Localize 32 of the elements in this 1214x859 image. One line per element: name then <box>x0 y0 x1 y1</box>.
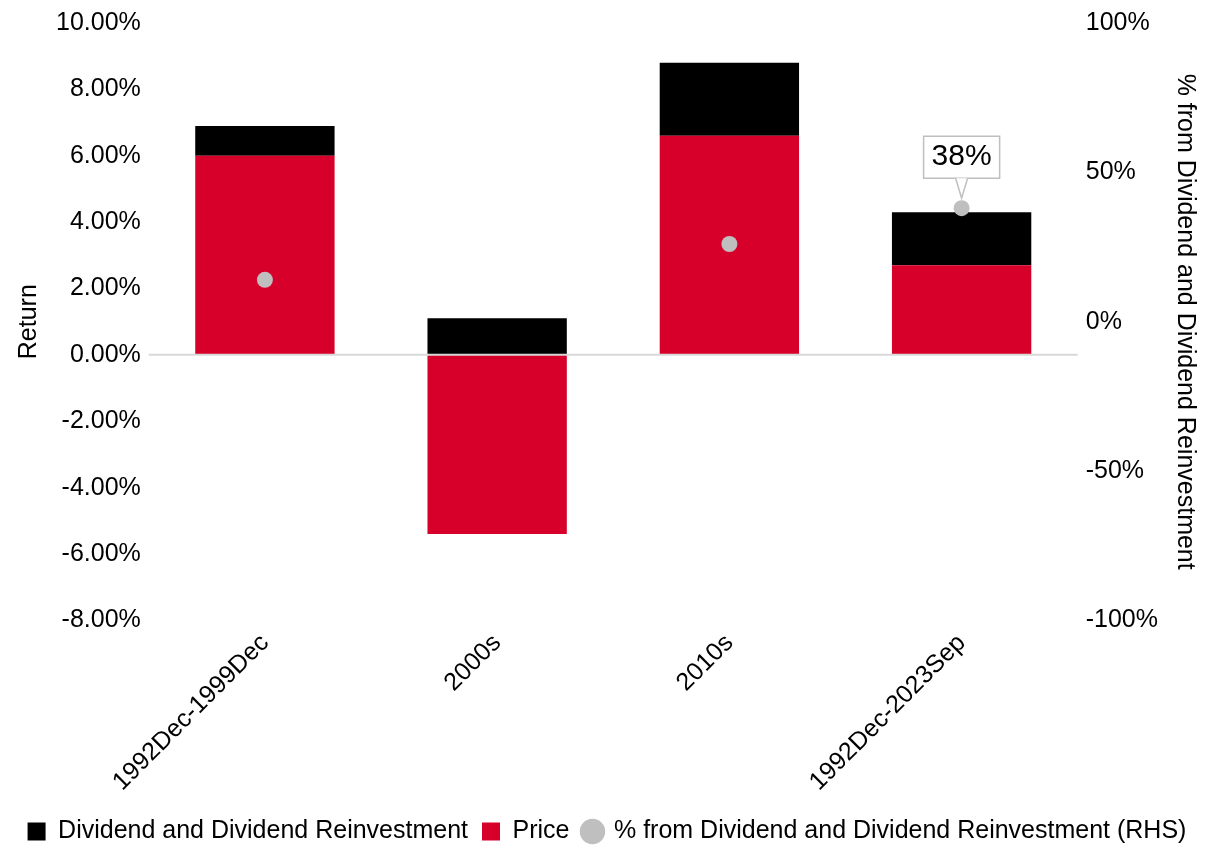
y-tick-label: -2.00% <box>61 405 141 434</box>
bar <box>659 62 800 136</box>
bar <box>891 265 1032 355</box>
bar <box>659 135 800 355</box>
point <box>953 200 970 217</box>
y-tick-label: -4.00% <box>61 471 141 500</box>
bar <box>195 125 335 156</box>
y-tick-label: 0.00% <box>69 338 141 367</box>
bar <box>427 318 567 355</box>
y-tick-label: -6.00% <box>61 537 141 566</box>
y2-tick-label: -50% <box>1085 454 1145 483</box>
y-tick-label: 8.00% <box>69 73 141 102</box>
legend-label: Dividend and Dividend Reinvestment <box>58 815 469 844</box>
point <box>721 236 738 253</box>
legend-label: Price <box>512 815 570 844</box>
y-axis-title: Return <box>12 284 41 360</box>
bar <box>891 212 1032 266</box>
y2-tick-label: 50% <box>1085 156 1136 185</box>
y-tick-label: 6.00% <box>69 139 141 168</box>
y2-tick-label: -100% <box>1085 604 1158 633</box>
y-tick-label: 2.00% <box>69 272 141 301</box>
y2-tick-label: 0% <box>1085 305 1122 334</box>
y-tick-label: -8.00% <box>61 604 141 633</box>
data-label: 38% <box>931 138 992 172</box>
y2-axis-title: % from Dividend and Dividend Reinvestment <box>1173 73 1202 570</box>
y-tick-label: 10.00% <box>55 6 141 35</box>
y-tick-label: 4.00% <box>69 206 141 235</box>
legend-label: % from Dividend and Dividend Reinvestment (RHS) <box>613 815 1187 844</box>
bar <box>427 354 567 535</box>
point <box>256 271 273 288</box>
y2-tick-label: 100% <box>1085 6 1150 35</box>
bar <box>195 155 335 355</box>
